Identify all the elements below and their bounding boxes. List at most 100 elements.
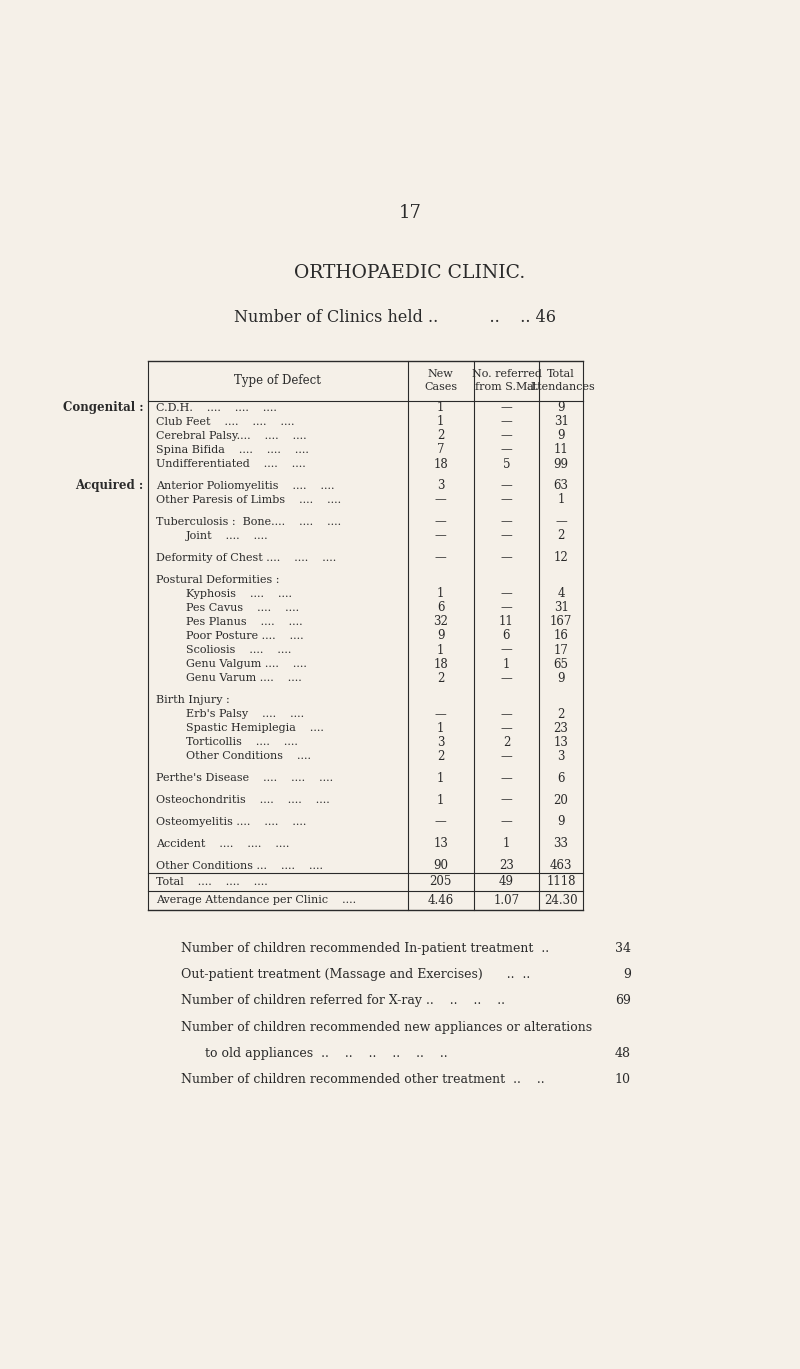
Text: to old appliances  ..    ..    ..    ..    ..    ..: to old appliances .. .. .. .. .. .. <box>182 1047 448 1060</box>
Text: 90: 90 <box>433 860 448 872</box>
Text: 65: 65 <box>554 657 569 671</box>
Text: Number of children recommended other treatment  ..    ..: Number of children recommended other tre… <box>182 1073 545 1086</box>
Text: —: — <box>501 721 512 735</box>
Text: —: — <box>434 515 446 528</box>
Text: 69: 69 <box>615 994 631 1008</box>
Text: Spastic Hemiplegia    ....: Spastic Hemiplegia .... <box>186 723 323 734</box>
Text: —: — <box>555 515 567 528</box>
Text: 18: 18 <box>434 657 448 671</box>
Text: New
Cases: New Cases <box>424 370 457 392</box>
Text: 99: 99 <box>554 457 569 471</box>
Text: —: — <box>501 515 512 528</box>
Text: —: — <box>501 708 512 720</box>
Text: —: — <box>434 552 446 564</box>
Text: Number of Clinics held ..          ..    .. 46: Number of Clinics held .. .. .. 46 <box>234 309 555 326</box>
Text: —: — <box>434 530 446 542</box>
Text: Genu Valgum ....    ....: Genu Valgum .... .... <box>186 658 306 669</box>
Text: Total    ....    ....    ....: Total .... .... .... <box>156 878 267 887</box>
Text: 17: 17 <box>398 204 422 222</box>
Text: —: — <box>501 750 512 763</box>
Text: Number of children recommended In-patient treatment  ..: Number of children recommended In-patien… <box>182 942 550 956</box>
Text: Number of children recommended new appliances or alterations: Number of children recommended new appli… <box>182 1020 593 1034</box>
Text: Pes Cavus    ....    ....: Pes Cavus .... .... <box>186 602 298 613</box>
Text: 12: 12 <box>554 552 569 564</box>
Text: 2: 2 <box>437 430 444 442</box>
Text: —: — <box>501 794 512 806</box>
Text: 4.46: 4.46 <box>427 894 454 906</box>
Text: Total
attendances: Total attendances <box>526 370 595 392</box>
Text: 11: 11 <box>554 444 569 456</box>
Text: —: — <box>501 530 512 542</box>
Text: 1: 1 <box>437 415 444 428</box>
Text: 6: 6 <box>558 772 565 784</box>
Text: Osteomyelitis ....    ....    ....: Osteomyelitis .... .... .... <box>156 817 306 827</box>
Text: Torticollis    ....    ....: Torticollis .... .... <box>186 738 298 747</box>
Text: 9: 9 <box>558 430 565 442</box>
Text: 13: 13 <box>554 735 569 749</box>
Text: 1: 1 <box>437 772 444 784</box>
Text: 16: 16 <box>554 630 569 642</box>
Text: Scoliosis    ....    ....: Scoliosis .... .... <box>186 645 291 654</box>
Text: 2: 2 <box>558 708 565 720</box>
Text: 205: 205 <box>430 875 452 888</box>
Text: 10: 10 <box>615 1073 631 1086</box>
Text: Kyphosis    ....    ....: Kyphosis .... .... <box>186 589 291 598</box>
Text: 49: 49 <box>499 875 514 888</box>
Text: 6: 6 <box>437 601 444 615</box>
Text: Other Paresis of Limbs    ....    ....: Other Paresis of Limbs .... .... <box>156 496 341 505</box>
Text: 2: 2 <box>437 672 444 684</box>
Text: 5: 5 <box>502 457 510 471</box>
Text: —: — <box>501 444 512 456</box>
Text: Joint    ....    ....: Joint .... .... <box>186 531 268 541</box>
Text: 13: 13 <box>433 838 448 850</box>
Text: Accident    ....    ....    ....: Accident .... .... .... <box>156 839 289 849</box>
Text: 63: 63 <box>554 479 569 493</box>
Text: Club Feet    ....    ....    ....: Club Feet .... .... .... <box>156 416 294 427</box>
Text: Out-patient treatment (Massage and Exercises)      ..  ..: Out-patient treatment (Massage and Exerc… <box>182 968 530 982</box>
Text: —: — <box>501 430 512 442</box>
Text: Osteochondritis    ....    ....    ....: Osteochondritis .... .... .... <box>156 795 330 805</box>
Text: —: — <box>501 415 512 428</box>
Text: 9: 9 <box>558 672 565 684</box>
Text: —: — <box>434 816 446 828</box>
Text: Average Attendance per Clinic    ....: Average Attendance per Clinic .... <box>156 895 356 905</box>
Text: 1.07: 1.07 <box>494 894 519 906</box>
Text: Other Conditions    ....: Other Conditions .... <box>186 752 310 761</box>
Text: 167: 167 <box>550 615 572 628</box>
Text: 2: 2 <box>437 750 444 763</box>
Text: 11: 11 <box>499 615 514 628</box>
Text: 20: 20 <box>554 794 569 806</box>
Text: 3: 3 <box>558 750 565 763</box>
Text: 9: 9 <box>437 630 444 642</box>
Text: 1118: 1118 <box>546 875 576 888</box>
Text: 1: 1 <box>437 401 444 415</box>
Text: —: — <box>501 587 512 600</box>
Text: 1: 1 <box>437 794 444 806</box>
Text: 32: 32 <box>433 615 448 628</box>
Text: 2: 2 <box>503 735 510 749</box>
Text: —: — <box>501 479 512 493</box>
Text: Other Conditions ...    ....    ....: Other Conditions ... .... .... <box>156 861 323 871</box>
Text: 6: 6 <box>502 630 510 642</box>
Text: Number of children referred for X-ray ..    ..    ..    ..: Number of children referred for X-ray ..… <box>182 994 506 1008</box>
Text: —: — <box>501 643 512 657</box>
Text: Anterior Poliomyelitis    ....    ....: Anterior Poliomyelitis .... .... <box>156 481 334 491</box>
Text: —: — <box>501 672 512 684</box>
Text: 4: 4 <box>558 587 565 600</box>
Text: 1: 1 <box>558 493 565 507</box>
Text: Poor Posture ....    ....: Poor Posture .... .... <box>186 631 303 641</box>
Text: Birth Injury :: Birth Injury : <box>156 695 230 705</box>
Text: Type of Defect: Type of Defect <box>234 374 322 387</box>
Text: —: — <box>501 401 512 415</box>
Text: 23: 23 <box>499 860 514 872</box>
Text: —: — <box>434 708 446 720</box>
Text: —: — <box>501 772 512 784</box>
Text: —: — <box>501 552 512 564</box>
Text: 7: 7 <box>437 444 444 456</box>
Text: C.D.H.    ....    ....    ....: C.D.H. .... .... .... <box>156 402 277 412</box>
Text: 1: 1 <box>437 587 444 600</box>
Text: 2: 2 <box>558 530 565 542</box>
Text: No. referred
from S.M.I.: No. referred from S.M.I. <box>471 370 542 392</box>
Text: 9: 9 <box>558 816 565 828</box>
Text: —: — <box>501 601 512 615</box>
